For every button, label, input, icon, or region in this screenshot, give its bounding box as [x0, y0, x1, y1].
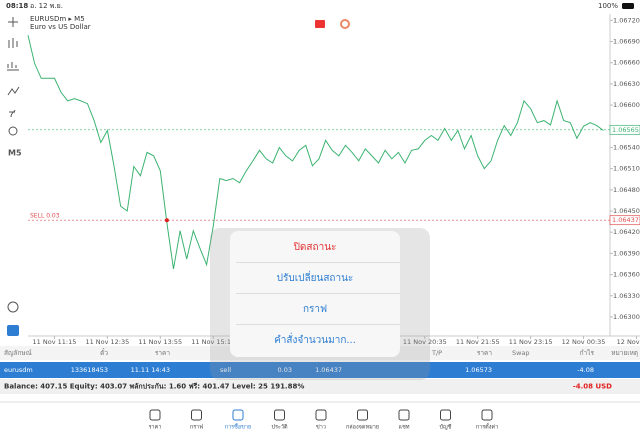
tab-bar: ราคา กราฟ การซื้อขาย ประวัติ ข่าว กล่องจดหมาย…	[149, 409, 498, 431]
x-tick-label: 12 Nov 01:5	[617, 338, 640, 346]
tab-icon[interactable]	[315, 409, 327, 421]
cell: -4.08	[577, 366, 594, 374]
tab-label[interactable]: บัญชี	[440, 424, 452, 431]
tab-icon[interactable]	[481, 409, 493, 421]
tab-icon[interactable]	[274, 409, 285, 421]
summary-row	[0, 379, 640, 394]
y-tick-label: 1.06480	[613, 186, 640, 194]
column-header: T/P	[431, 349, 442, 357]
symbol-desc: Euro vs US Dollar	[30, 23, 91, 31]
battery-text: 100%	[598, 2, 618, 10]
cell: 1.06573	[465, 366, 492, 374]
clock: 08:18	[6, 2, 28, 10]
menu-item[interactable]: ปรับเปลี่ยนสถานะ	[277, 270, 354, 284]
tab-icon[interactable]	[191, 409, 202, 421]
y-tick-label: 1.06690	[613, 38, 640, 46]
plot: 1.06720 1.06690 1.06660 1.06630 1.06600 1.065…	[27, 16, 640, 346]
x-tick-label: 11 Nov 12:35	[85, 338, 129, 346]
y-tick-label: 1.06720	[613, 16, 640, 24]
tab-icon[interactable]	[440, 409, 451, 421]
column-header: ราคา	[155, 349, 170, 357]
x-tick-label: 11 Nov 15:15	[191, 338, 235, 346]
menu-item[interactable]: คำสั่งจำนวนมาก...	[274, 332, 356, 346]
y-tick-label: 1.06420	[613, 228, 640, 236]
y-tick-label: 1.06450	[613, 207, 640, 215]
cell: 11.11 14:43	[131, 366, 170, 374]
bid-label: 1.06565	[612, 126, 639, 134]
tab-label[interactable]: กล่องจดหมาย	[346, 425, 379, 431]
y-tick-label: 1.06540	[613, 143, 640, 151]
cell: eurusdm	[4, 366, 33, 374]
one-click-icon[interactable]	[315, 20, 325, 28]
tab-label[interactable]: การซื้อขาย	[225, 423, 251, 431]
column-header: กำไร	[580, 349, 595, 357]
signal-icon[interactable]	[340, 19, 350, 29]
tab-icon[interactable]	[398, 409, 410, 421]
cell: sell	[220, 366, 231, 374]
trend-icon[interactable]	[7, 86, 20, 96]
y-tick-label: 1.06300	[613, 313, 640, 321]
cell: 133618453	[71, 366, 108, 374]
summary: Balance: 407.15 Equity: 403.07 พลักประกั…	[4, 383, 304, 391]
order-marker	[164, 218, 169, 223]
battery-icon	[622, 3, 634, 9]
tab-label[interactable]: ราคา	[149, 425, 162, 431]
x-tick-label: 11 Nov 21:55	[456, 338, 500, 346]
symbol: EURUSDm ▸ M5	[30, 15, 85, 23]
column-header: Swap	[512, 349, 530, 357]
bid-box	[609, 124, 640, 135]
tab-icon[interactable]	[232, 409, 244, 421]
y-tick-label: 1.06630	[613, 80, 640, 88]
position-row[interactable]	[0, 362, 640, 378]
tab-label[interactable]: ข่าว	[316, 425, 326, 431]
objects-icon[interactable]	[8, 126, 18, 136]
y-tick-label: 1.06660	[613, 59, 640, 67]
cell: 1.06437	[315, 366, 342, 374]
y-tick-label: 1.06390	[613, 249, 640, 257]
y-tick-label: 1.06330	[613, 292, 640, 300]
x-tick-label: 11 Nov 23:15	[509, 338, 553, 346]
toolbar	[7, 17, 20, 313]
order-text: SELL 0.03	[30, 213, 60, 220]
y-tick-label: 1.06510	[613, 165, 640, 173]
order-label: 1.06437	[612, 216, 639, 224]
date: อ. 12 พ.ย.	[30, 2, 63, 10]
candles-icon[interactable]	[8, 38, 18, 48]
column-header: ตั๋ว	[100, 348, 108, 357]
tab-label[interactable]: แชท	[399, 424, 410, 431]
menu-items: ปิดสถานะปรับเปลี่ยนสถานะกราฟคำสั่งจำนวนม…	[236, 242, 400, 346]
menu-item[interactable]: กราฟ	[303, 304, 327, 315]
y-tick-label: 1.06600	[613, 101, 640, 109]
tab-label[interactable]: ประวัติ	[271, 424, 287, 431]
crosshair-icon[interactable]	[8, 17, 18, 27]
x-tick-label: 12 Nov 00:35	[562, 338, 606, 346]
tab-icon[interactable]	[357, 409, 368, 421]
x-tick-label: 11 Nov 20:35	[403, 338, 447, 346]
cell: 0.03	[278, 366, 292, 374]
summary-profit: -4.08 USD	[573, 383, 612, 391]
timeframe[interactable]: M5	[8, 149, 22, 158]
y-tick-label: 1.06360	[613, 271, 640, 279]
column-header: ราคา	[477, 349, 492, 357]
x-tick-label: 11 Nov 11:15	[33, 338, 77, 346]
column-header: สัญลักษณ์	[4, 349, 32, 357]
menu-item[interactable]: ปิดสถานะ	[293, 242, 336, 253]
functions-icon[interactable]	[9, 109, 16, 118]
tab-icon[interactable]	[149, 409, 161, 421]
tab-label[interactable]: การตั้งค่า	[476, 423, 498, 431]
order-box	[609, 215, 640, 226]
indicators-icon[interactable]	[7, 62, 19, 71]
table: สัญลักษณ์ตั๋วราคาประเภทT/PราคาSwapกำไรหม…	[4, 348, 638, 374]
x-tick-label: 11 Nov 13:55	[138, 338, 182, 346]
price-line	[27, 35, 604, 269]
tab-label[interactable]: กราฟ	[190, 424, 203, 431]
column-header: หมายเหตุ	[611, 349, 638, 357]
search-icon[interactable]	[7, 301, 19, 313]
app-icon[interactable]	[7, 325, 19, 336]
